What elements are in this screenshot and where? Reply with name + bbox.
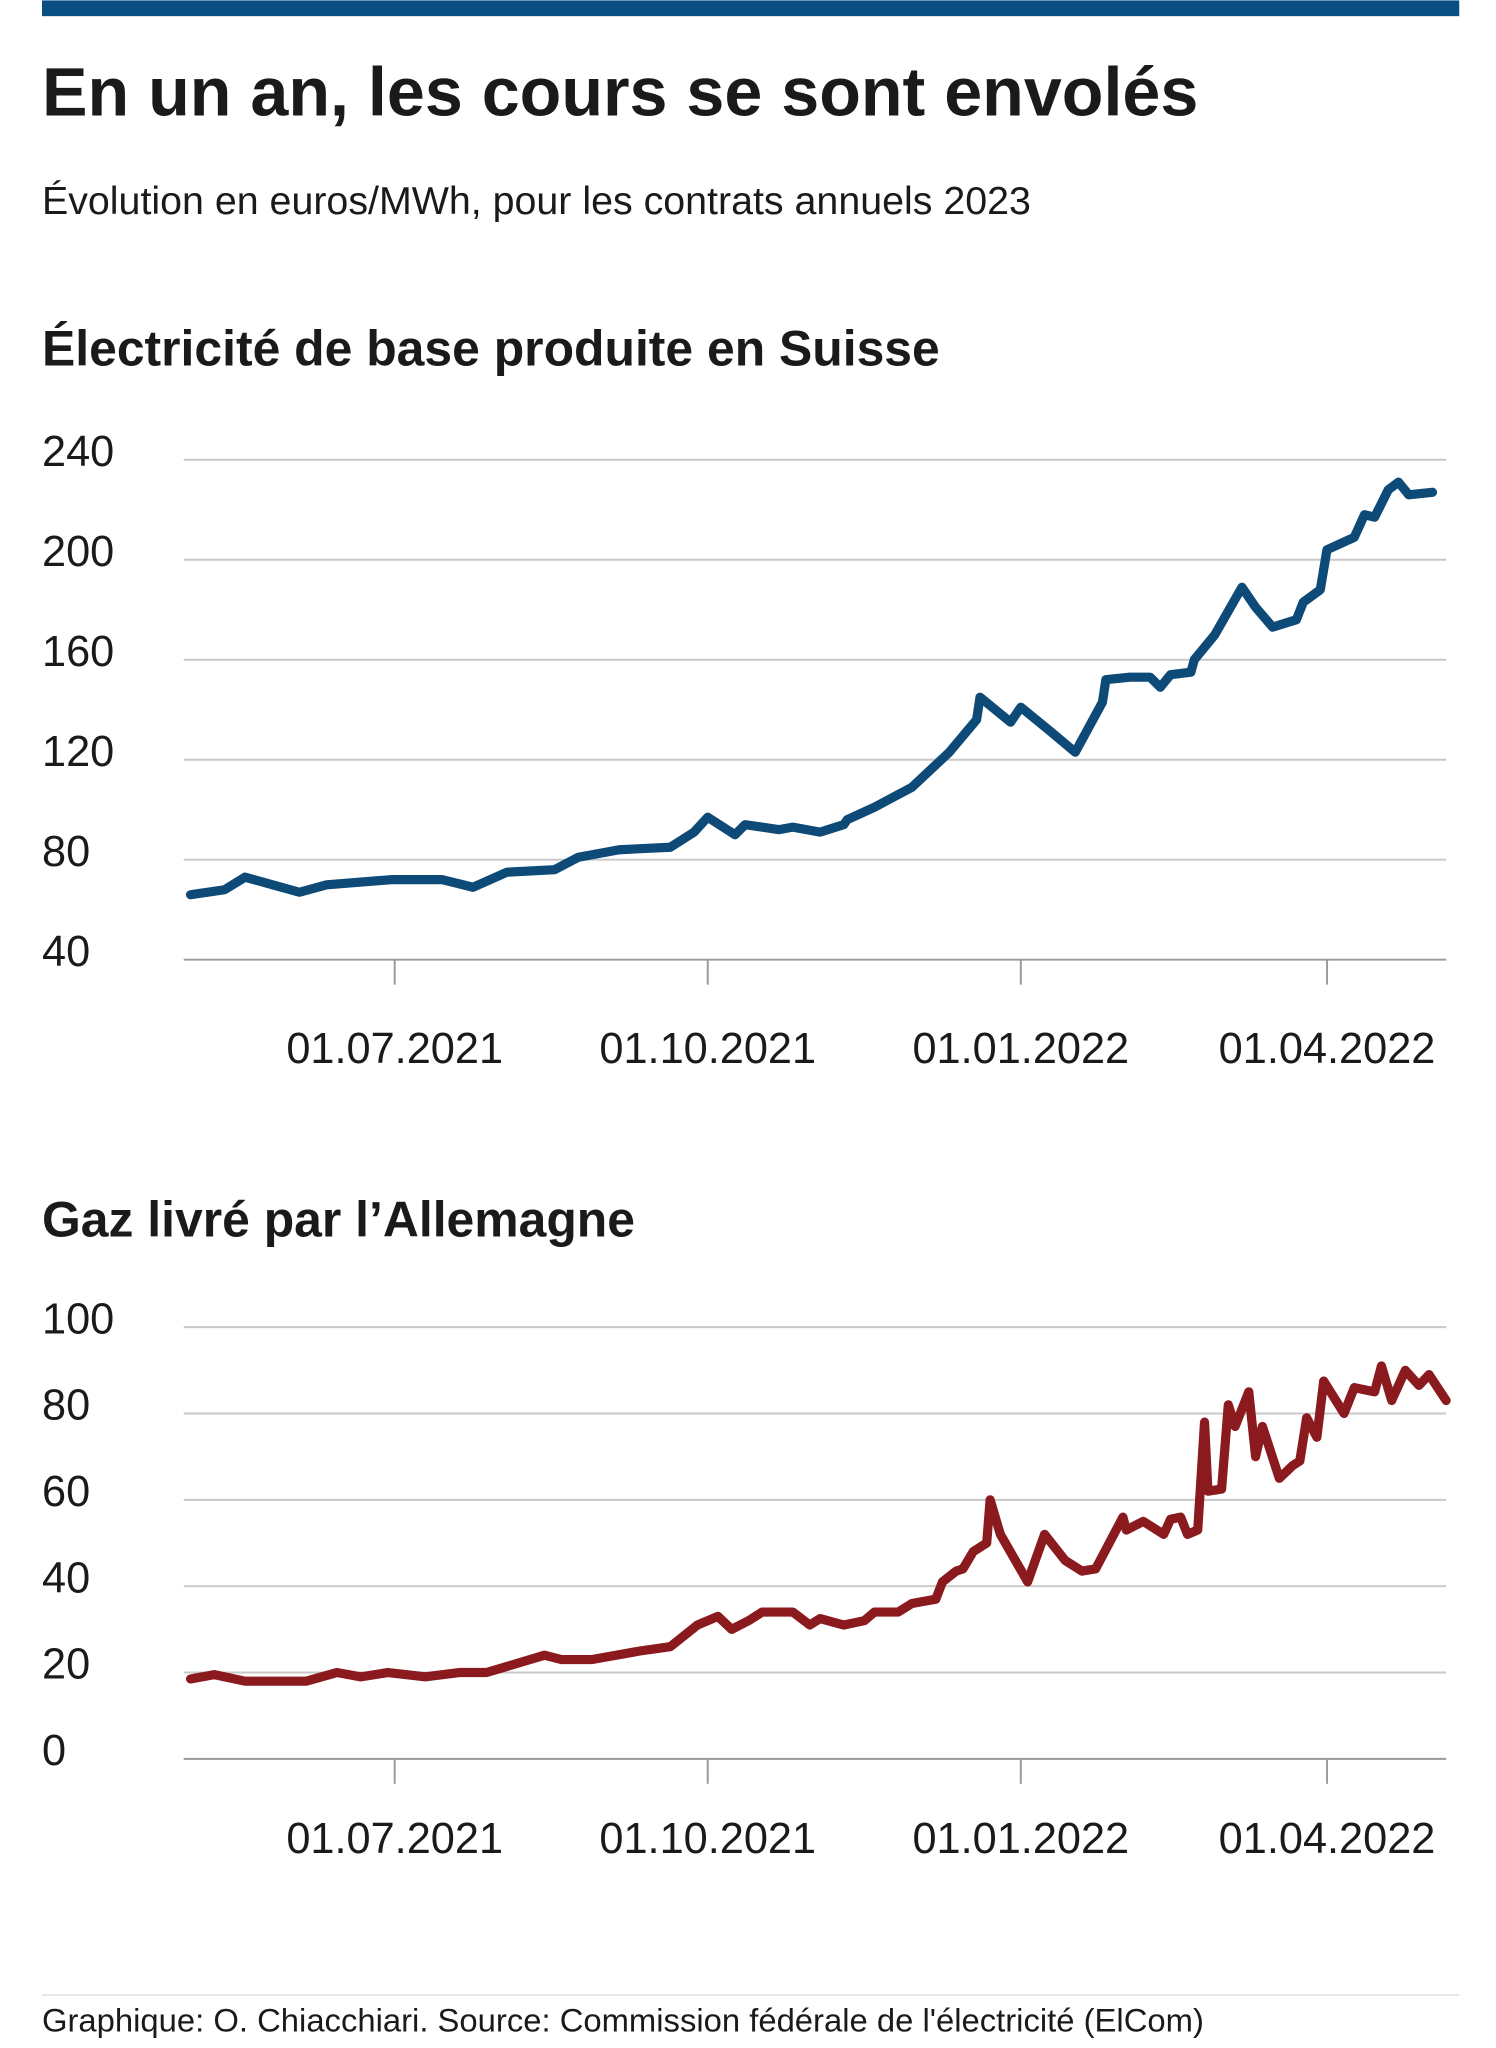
top-bar [41,0,1460,17]
data-line [185,1361,1451,1686]
x-tick-label: 01.10.2021 [599,1815,816,1863]
x-tick-label: 01.07.2021 [286,1025,503,1073]
subtitle: Évolution en euros/MWh, pour les contrat… [42,179,1031,223]
y-tick-label: 200 [42,528,114,576]
x-tick-label: 01.10.2021 [599,1025,816,1073]
y-tick-label: 80 [42,1382,90,1430]
data-line [185,477,1438,900]
x-tick-label: 01.04.2022 [1219,1025,1436,1073]
x-tick-label: 01.07.2021 [286,1815,503,1863]
y-tick-label: 100 [42,1295,114,1343]
y-tick-label: 40 [42,1554,90,1602]
chart-title: Gaz livré par l’Allemagne [42,1192,635,1248]
y-tick-label: 20 [42,1641,90,1689]
y-tick-label: 120 [42,728,114,776]
y-tick-label: 40 [42,928,90,976]
x-tick-label: 01.04.2022 [1219,1815,1436,1863]
title: En un an, les cours se sont envolés [42,55,1198,131]
y-tick-label: 160 [42,628,114,676]
source: Graphique: O. Chiacchiari. Source: Commi… [42,2001,1204,2038]
x-tick-label: 01.01.2022 [912,1025,1129,1073]
y-tick-label: 80 [42,828,90,876]
x-tick-label: 01.01.2022 [912,1815,1129,1863]
y-tick-label: 60 [42,1468,90,1516]
chart-title: Électricité de base produite en Suisse [42,320,940,376]
y-tick-label: 0 [42,1727,66,1775]
y-tick-label: 240 [42,428,114,476]
